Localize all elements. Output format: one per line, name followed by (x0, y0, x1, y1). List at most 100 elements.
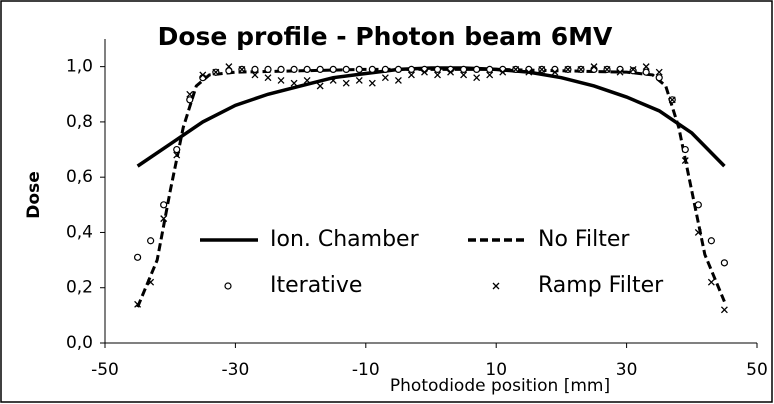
point (186, 96, 194, 104)
point (564, 65, 572, 73)
point (316, 82, 324, 90)
point (160, 201, 168, 209)
point (525, 68, 533, 76)
point (238, 65, 246, 73)
x-tick-label: 10 (485, 360, 507, 380)
point (264, 65, 272, 74)
point (134, 300, 142, 308)
y-axis-label: Dose (24, 171, 44, 218)
point (421, 68, 428, 76)
point (538, 65, 546, 73)
point (368, 79, 376, 87)
point (290, 65, 298, 74)
legend-label: No Filter (538, 227, 630, 252)
point (316, 65, 324, 74)
y-tick-label: 0,4 (66, 222, 93, 242)
point (655, 74, 663, 82)
point (473, 74, 481, 82)
point (655, 68, 663, 76)
point (681, 157, 689, 165)
y-tick-label: 0,0 (66, 333, 93, 353)
point (407, 71, 415, 79)
point (642, 63, 650, 71)
point (329, 76, 337, 84)
point (433, 65, 442, 74)
point (160, 215, 168, 223)
y-tick-label: 0,8 (66, 112, 93, 132)
point (147, 278, 155, 286)
x-tick-label: -50 (91, 360, 119, 380)
point (681, 145, 689, 154)
x-tick-label: -30 (222, 360, 250, 380)
point (694, 228, 702, 236)
legend-label: Iterative (270, 273, 362, 298)
legend-label: Ion. Chamber (270, 227, 420, 252)
point (381, 74, 389, 82)
point (264, 74, 272, 82)
x-axis-label: Photodiode position [mm] (390, 376, 610, 396)
point (303, 76, 311, 84)
point (303, 65, 311, 74)
point (381, 65, 389, 74)
point (694, 201, 702, 209)
point (355, 65, 363, 74)
point (342, 65, 350, 74)
x-tick-label: 30 (616, 360, 638, 380)
y-tick-label: 0,6 (66, 167, 93, 187)
point (486, 65, 494, 74)
point (668, 96, 676, 104)
point (720, 259, 729, 267)
point (720, 306, 728, 314)
point (186, 90, 194, 98)
point (251, 65, 259, 74)
point (577, 65, 585, 73)
y-tick-label: 1,0 (66, 57, 93, 77)
point (173, 151, 181, 159)
point (212, 68, 220, 76)
point (707, 278, 715, 286)
point (147, 237, 155, 245)
point (225, 63, 233, 71)
point (225, 67, 233, 75)
point (460, 65, 468, 74)
point (277, 76, 285, 84)
point (329, 65, 337, 74)
point (394, 76, 402, 84)
legend-label: Ramp Filter (538, 273, 664, 298)
point (629, 67, 637, 75)
point (355, 76, 363, 84)
point (342, 79, 350, 87)
point (551, 68, 559, 76)
point (460, 71, 468, 79)
point (447, 68, 455, 76)
point (434, 71, 441, 79)
chart-title: Dose profile - Photon beam 6MV (158, 22, 613, 51)
x-tick-label: -10 (352, 360, 380, 380)
series-line (136, 67, 726, 308)
legend-marker (492, 282, 500, 290)
point (603, 65, 611, 73)
point (290, 79, 298, 87)
point (199, 71, 207, 79)
point (512, 65, 520, 73)
point (616, 68, 624, 76)
x-tick-label: 50 (746, 360, 768, 380)
point (277, 65, 285, 74)
point (499, 68, 507, 76)
point (486, 71, 494, 79)
legend-marker (224, 282, 232, 290)
point (590, 63, 598, 71)
point (407, 65, 416, 74)
point (251, 71, 259, 79)
point (394, 65, 402, 74)
point (707, 237, 715, 245)
point (629, 65, 637, 73)
point (173, 145, 181, 154)
point (368, 65, 376, 74)
point (473, 65, 481, 74)
point (642, 68, 650, 76)
point (134, 253, 142, 261)
y-tick-label: 0,2 (66, 278, 93, 298)
